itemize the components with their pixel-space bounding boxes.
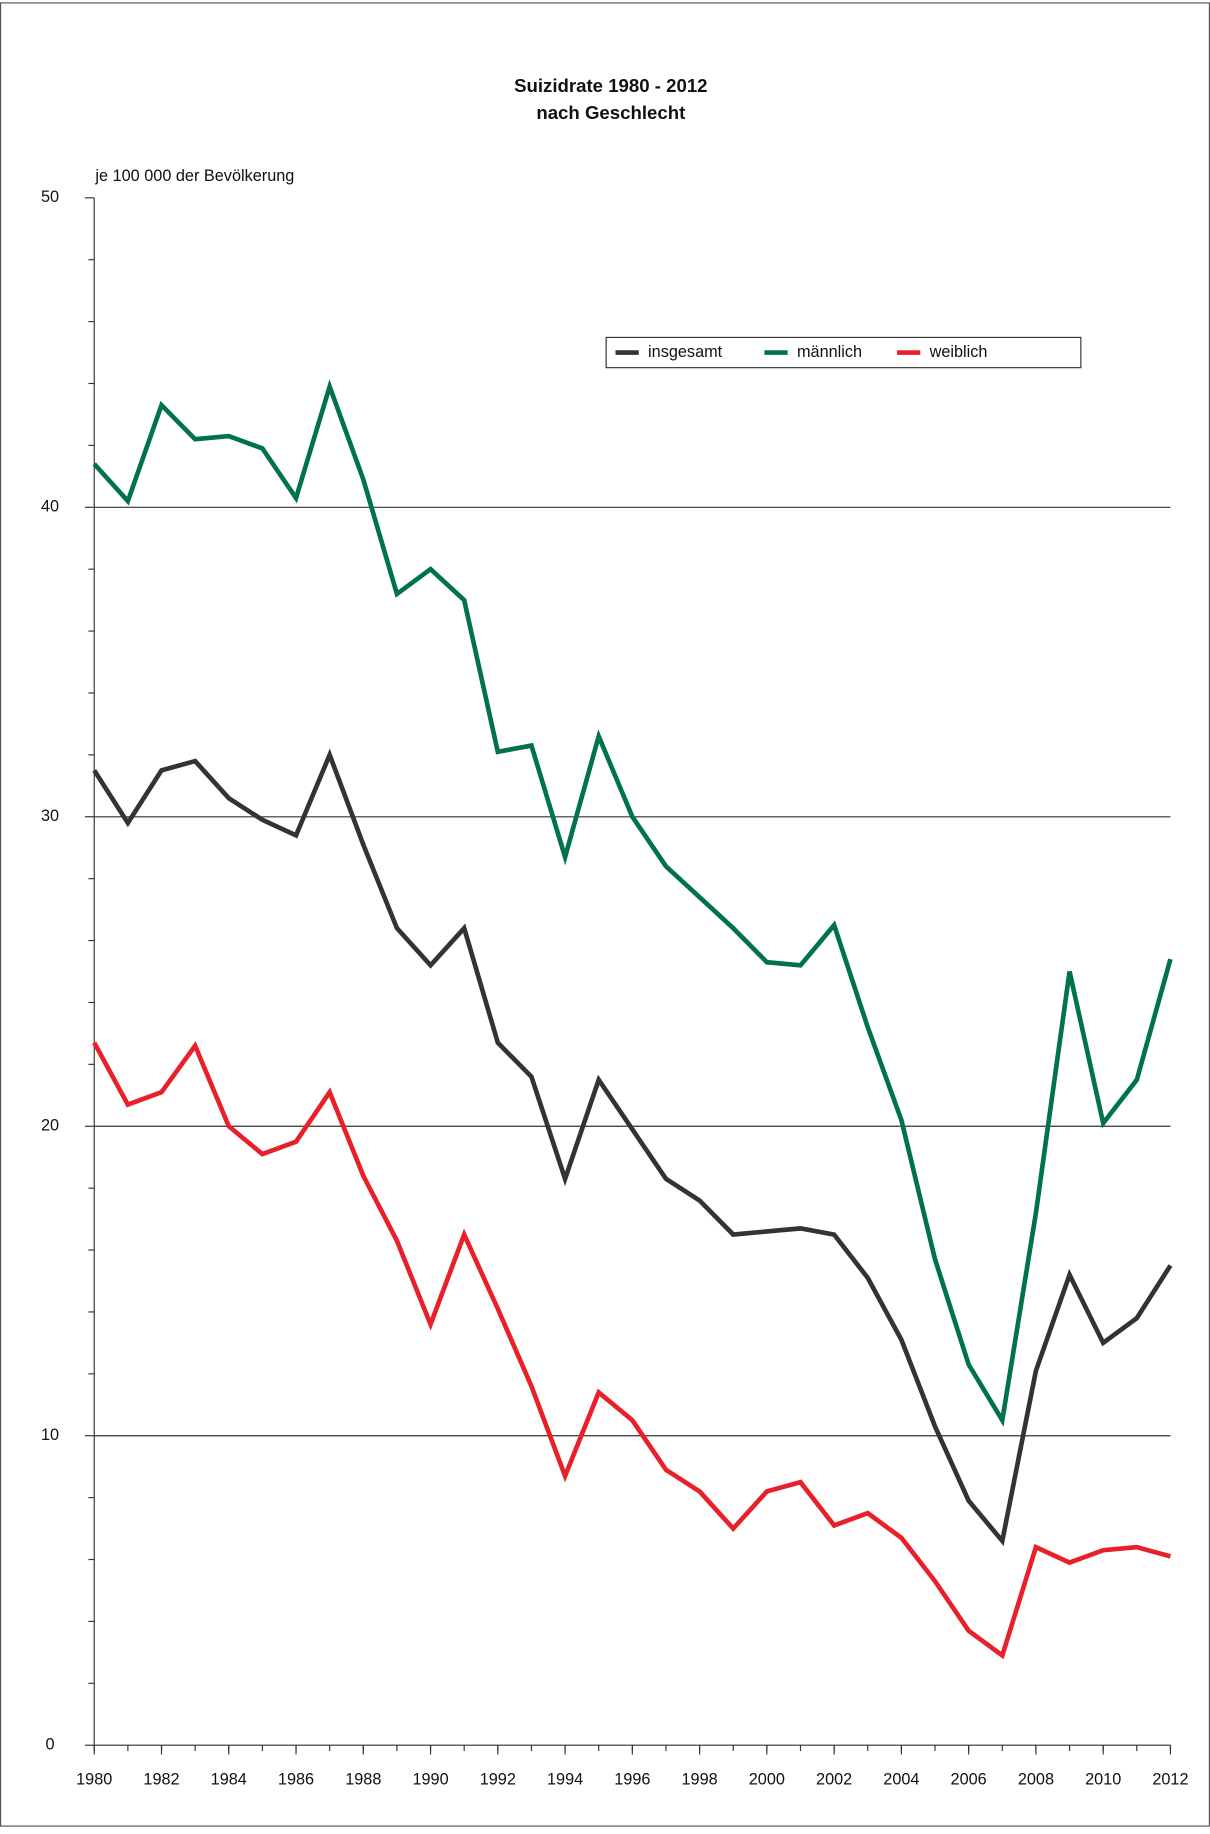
x-tick-label: 2002 bbox=[816, 1770, 852, 1788]
x-tick-label: 1988 bbox=[345, 1770, 381, 1788]
y-tick-label: 50 bbox=[41, 188, 59, 206]
x-tick-label: 1990 bbox=[412, 1770, 448, 1788]
y-axis-label: je 100 000 der Bevölkerung bbox=[94, 167, 294, 185]
y-tick-label: 30 bbox=[41, 807, 59, 825]
y-tick-label: 20 bbox=[41, 1117, 59, 1135]
x-tick-label: 2012 bbox=[1152, 1770, 1188, 1788]
legend-label: weiblich bbox=[929, 343, 988, 361]
legend: insgesamt männlich weiblich bbox=[605, 336, 1082, 369]
x-tick-label: 1996 bbox=[614, 1770, 650, 1788]
x-tick-label: 2004 bbox=[883, 1770, 919, 1788]
x-tick-label: 2010 bbox=[1085, 1770, 1121, 1788]
x-tick-label: 1992 bbox=[480, 1770, 516, 1788]
y-tick-label: 0 bbox=[46, 1736, 55, 1754]
x-tick-label: 2000 bbox=[749, 1770, 785, 1788]
chart-title: Suizidrate 1980 - 2012 bbox=[514, 75, 707, 96]
y-tick-label: 10 bbox=[41, 1426, 59, 1444]
legend-label: insgesamt bbox=[648, 343, 723, 361]
chart-subtitle: nach Geschlecht bbox=[536, 102, 685, 123]
x-tick-label: 1984 bbox=[211, 1770, 247, 1788]
x-tick-label: 1998 bbox=[682, 1770, 718, 1788]
x-tick-label: 1986 bbox=[278, 1770, 314, 1788]
series-line bbox=[92, 748, 1173, 1547]
x-tick-label: 1994 bbox=[547, 1770, 583, 1788]
x-tick-label: 2006 bbox=[951, 1770, 987, 1788]
x-tick-label: 2008 bbox=[1018, 1770, 1054, 1788]
x-tick-label: 1980 bbox=[76, 1770, 112, 1788]
y-tick-label: 40 bbox=[41, 498, 59, 516]
legend-label: männlich bbox=[797, 343, 862, 361]
x-tick-label: 1982 bbox=[143, 1770, 179, 1788]
legend-box bbox=[605, 336, 1082, 369]
series-line bbox=[92, 1041, 1172, 1660]
series-line bbox=[92, 379, 1173, 1427]
